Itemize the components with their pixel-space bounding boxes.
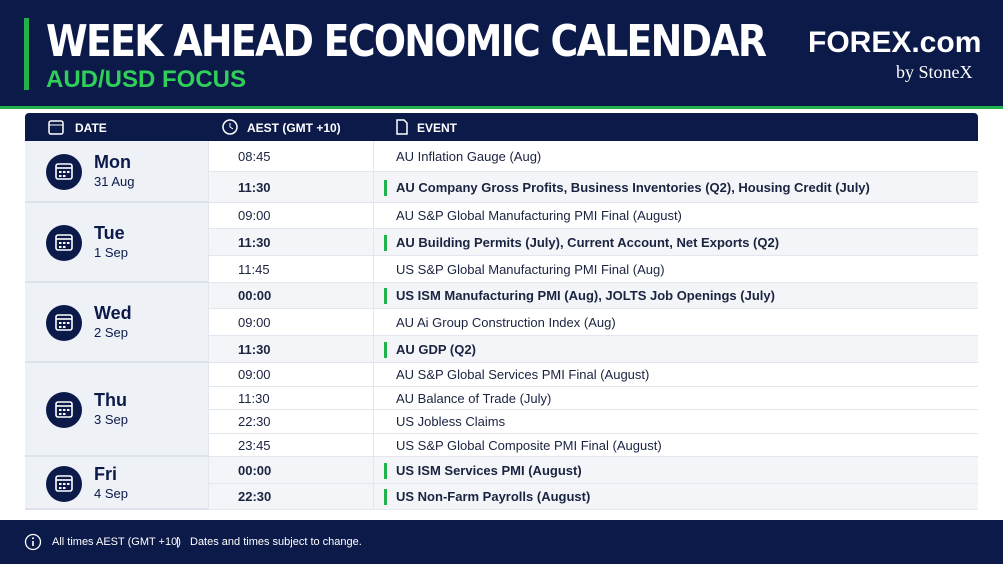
highlight-bar (384, 234, 387, 251)
event: AU Balance of Trade (July) (396, 390, 552, 406)
column-header: EVENT (417, 121, 458, 135)
time: 11:30 (238, 390, 270, 406)
highlight-bar (384, 288, 387, 304)
event: AU Company Gross Profits, Business Inven… (396, 179, 870, 195)
row (208, 336, 978, 363)
calendar-icon (46, 225, 82, 261)
divider (373, 172, 374, 203)
event: US Non-Farm Payrolls (August) (396, 489, 591, 504)
icon (222, 119, 238, 135)
time: 09:00 (238, 367, 271, 382)
row (208, 484, 978, 510)
date: 1 Sep (94, 245, 128, 260)
event: US Jobless Claims (396, 414, 506, 429)
time: 09:00 (238, 208, 271, 223)
time: 11:30 (238, 234, 271, 250)
row (208, 229, 978, 256)
event: AU S&P Global Services PMI Final (August… (396, 367, 650, 382)
event: AU S&P Global Manufacturing PMI Final (A… (396, 208, 682, 223)
highlight-bar (384, 489, 387, 505)
time: 22:30 (238, 414, 271, 429)
footer-note: All times AEST (GMT +10) (52, 536, 181, 548)
date: 4 Sep (94, 485, 128, 501)
footer-separator: | (176, 536, 179, 548)
calendar-icon (46, 305, 82, 341)
calendar-icon (46, 154, 82, 190)
icon (48, 120, 64, 135)
divider (373, 387, 374, 410)
time: 22:30 (238, 489, 272, 504)
icon (396, 119, 408, 135)
column-header: AEST (GMT +10) (247, 121, 341, 135)
table-header: DATE AEST (GMT +10) EVENT (25, 113, 978, 141)
divider (373, 336, 374, 363)
day: Fri (94, 463, 118, 484)
row (208, 203, 978, 229)
row (208, 141, 978, 172)
day: Mon (94, 152, 131, 172)
divider (373, 309, 374, 336)
calendar-icon (46, 392, 82, 428)
divider (373, 484, 374, 510)
logo: FOREX.com (808, 26, 982, 59)
event: AU GDP (Q2) (396, 341, 476, 357)
time: 23:45 (238, 437, 271, 453)
event: US S&P Global Composite PMI Final (Augus… (396, 437, 662, 453)
time: 08:45 (238, 148, 271, 164)
row (208, 172, 978, 203)
time: 00:00 (238, 288, 272, 303)
time: 11:30 (238, 341, 271, 357)
day: Thu (94, 390, 127, 410)
divider (373, 410, 374, 434)
row (208, 309, 978, 336)
divider (373, 229, 374, 256)
day: Wed (94, 303, 132, 323)
divider (373, 283, 374, 309)
row (208, 457, 978, 484)
divider (373, 363, 374, 387)
row (208, 410, 978, 434)
divider (373, 457, 374, 484)
divider (373, 434, 374, 457)
footer-disclaimer: Dates and times subject to change. (190, 536, 362, 548)
event: AU Building Permits (July), Current Acco… (396, 234, 780, 250)
time: 11:45 (238, 261, 270, 277)
row (208, 256, 978, 283)
date: 31 Aug (94, 174, 135, 189)
accent-bar (24, 18, 29, 90)
logo-sub: by StoneX (896, 62, 973, 82)
row (208, 434, 978, 457)
header: WEEK AHEAD ECONOMIC CALENDAR AUD/USD FOC… (0, 0, 1003, 109)
row (208, 363, 978, 387)
event: AU Ai Group Construction Index (Aug) (396, 314, 616, 330)
highlight-bar (384, 179, 387, 196)
event: US ISM Manufacturing PMI (Aug), JOLTS Jo… (396, 288, 775, 303)
subtitle: AUD/USD FOCUS (46, 66, 247, 93)
date: 3 Sep (94, 412, 128, 427)
footer: All times AEST (GMT +10) | Dates and tim… (0, 520, 1003, 564)
date: 2 Sep (94, 325, 128, 340)
divider (373, 256, 374, 283)
event: US S&P Global Manufacturing PMI Final (A… (396, 261, 665, 277)
title: WEEK AHEAD ECONOMIC CALENDAR (46, 16, 767, 67)
event: US ISM Services PMI (August) (396, 462, 582, 478)
calendar-icon (46, 465, 82, 502)
day: Tue (94, 223, 125, 243)
column-header: DATE (75, 121, 107, 135)
time: 11:30 (238, 179, 271, 195)
row (208, 283, 978, 309)
highlight-bar (384, 341, 387, 358)
event: AU Inflation Gauge (Aug) (396, 148, 542, 164)
info-icon (24, 533, 42, 551)
divider (373, 203, 374, 229)
row (208, 387, 978, 410)
time: 00:00 (238, 462, 272, 478)
divider (373, 141, 374, 172)
time: 09:00 (238, 314, 271, 330)
table-body: 08:45 AU Inflation Gauge (Aug) 11:30 AU Com… (25, 141, 978, 511)
highlight-bar (384, 462, 387, 479)
